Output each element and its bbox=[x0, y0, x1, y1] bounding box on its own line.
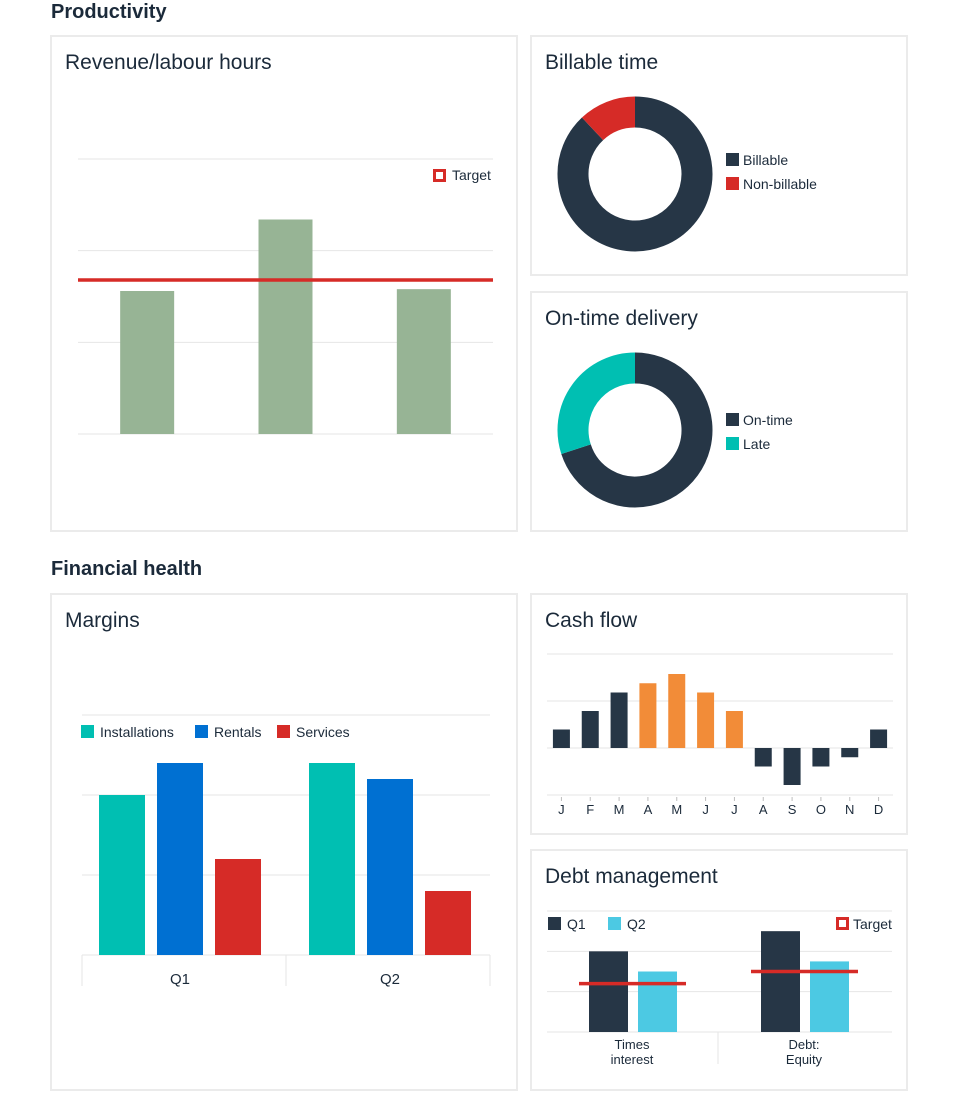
debt-chart-title: Debt management bbox=[545, 865, 718, 888]
legend-swatch bbox=[726, 177, 739, 190]
bar-10 bbox=[812, 748, 830, 767]
x-tick-label: interest bbox=[611, 1052, 654, 1067]
slice-billable bbox=[557, 96, 713, 252]
margins-card: Margins Q1 Q2 Installations Rentals Services bbox=[50, 593, 518, 1091]
x-tick-label: O bbox=[816, 802, 826, 817]
x-tick-label: J bbox=[702, 802, 709, 817]
ontime-chart: On-time Late bbox=[557, 352, 793, 508]
legend-swatch bbox=[726, 437, 739, 450]
margins-chart: Q1 Q2 Installations Rentals Services bbox=[81, 714, 491, 988]
revenue-chart-title: Revenue/labour hours bbox=[65, 51, 272, 74]
legend-swatch bbox=[277, 725, 290, 738]
x-tick-label: Q2 bbox=[380, 971, 400, 988]
bar-services-q2 bbox=[425, 891, 471, 955]
slice-on-time bbox=[561, 352, 713, 508]
billable-chart: Billable Non-billable bbox=[557, 96, 817, 252]
bar-rentals-q2 bbox=[367, 779, 413, 955]
x-tick-label: J bbox=[731, 802, 738, 817]
financial-health-heading: Financial health bbox=[51, 558, 203, 580]
debt-management-card: Debt management Times interest Debt: Equity… bbox=[530, 849, 908, 1091]
bar-6 bbox=[697, 692, 715, 748]
x-tick-label: J bbox=[558, 802, 565, 817]
bar-q1-group-1 bbox=[589, 951, 628, 1032]
target-legend-label: Target bbox=[452, 167, 491, 183]
x-tick-label: N bbox=[845, 802, 854, 817]
legend-label: Rentals bbox=[214, 724, 261, 740]
bar-1 bbox=[120, 291, 175, 434]
legend-swatch bbox=[726, 413, 739, 426]
legend-swatch bbox=[548, 917, 561, 930]
legend-label: Services bbox=[296, 724, 350, 740]
bar-11 bbox=[841, 748, 859, 758]
bar-2 bbox=[258, 219, 313, 434]
legend-label: Q2 bbox=[627, 916, 646, 932]
legend-swatch bbox=[81, 725, 94, 738]
x-tick-label: A bbox=[759, 802, 768, 817]
x-tick-label: A bbox=[644, 802, 653, 817]
x-tick-label: Debt: bbox=[788, 1037, 819, 1052]
bar-q1-group-2 bbox=[761, 931, 800, 1032]
bar-installations-q1 bbox=[99, 795, 145, 955]
bar-5 bbox=[668, 674, 686, 748]
bar-rentals-q1 bbox=[157, 763, 203, 955]
target-legend-swatch bbox=[836, 917, 849, 930]
bar-2 bbox=[581, 711, 599, 748]
legend-label: Billable bbox=[743, 152, 788, 168]
x-tick-label: M bbox=[614, 802, 625, 817]
on-time-delivery-card: On-time delivery On-time Late bbox=[530, 291, 908, 532]
legend-swatch bbox=[726, 153, 739, 166]
bar-4 bbox=[639, 683, 657, 748]
bar-7 bbox=[725, 711, 743, 748]
slice-non-billable bbox=[581, 96, 636, 141]
target-legend-label: Target bbox=[853, 916, 892, 932]
bar-1 bbox=[552, 729, 570, 748]
target-legend-swatch bbox=[433, 169, 446, 182]
bar-services-q1 bbox=[215, 859, 261, 955]
revenue-chart: Target bbox=[78, 158, 493, 435]
cash-flow-card: Cash flow J F M A M J J A S O N D bbox=[530, 593, 908, 835]
productivity-heading: Productivity bbox=[51, 1, 167, 23]
x-tick-label: D bbox=[874, 802, 883, 817]
legend-swatch bbox=[195, 725, 208, 738]
bar-8 bbox=[754, 748, 772, 767]
billable-chart-title: Billable time bbox=[545, 51, 659, 74]
bar-3 bbox=[396, 289, 451, 434]
x-tick-label: M bbox=[671, 802, 682, 817]
ontime-chart-title: On-time delivery bbox=[545, 307, 698, 330]
x-tick-label: S bbox=[788, 802, 797, 817]
legend-swatch bbox=[608, 917, 621, 930]
billable-time-card: Billable time Billable Non-billable bbox=[530, 35, 908, 276]
legend-label: Non-billable bbox=[743, 176, 817, 192]
legend-label: Installations bbox=[100, 724, 174, 740]
legend-label: Late bbox=[743, 436, 770, 452]
cashflow-chart-title: Cash flow bbox=[545, 609, 638, 632]
legend-label: Q1 bbox=[567, 916, 586, 932]
x-tick-label: Q1 bbox=[170, 971, 190, 988]
bar-installations-q2 bbox=[309, 763, 355, 955]
legend-label: On-time bbox=[743, 412, 793, 428]
margins-chart-title: Margins bbox=[65, 609, 140, 632]
bar-12 bbox=[870, 729, 888, 748]
bar-3 bbox=[610, 692, 628, 748]
x-tick-label: F bbox=[586, 802, 594, 817]
x-tick-label: Equity bbox=[786, 1052, 823, 1067]
slice-late bbox=[557, 352, 636, 454]
revenue-labour-hours-card: Revenue/labour hours Target bbox=[50, 35, 518, 532]
bar-q2-group-1 bbox=[638, 971, 677, 1032]
x-tick-label: Times bbox=[615, 1037, 650, 1052]
bar-9 bbox=[783, 748, 801, 785]
